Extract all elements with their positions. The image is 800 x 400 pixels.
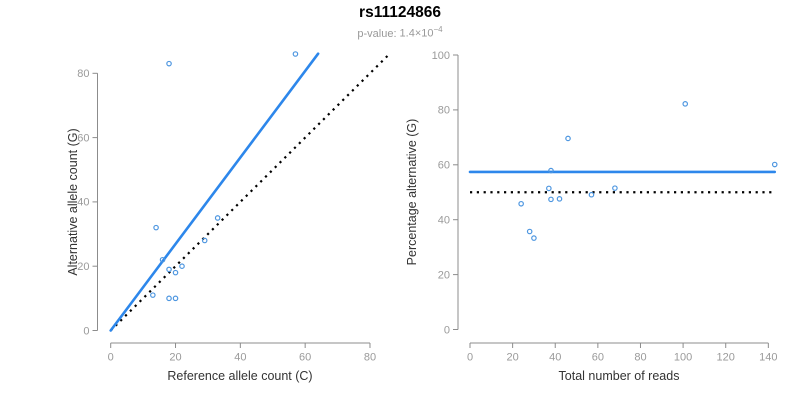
identity-line [109,53,391,332]
x-axis-tick-label: 120 [717,352,735,364]
y-axis-tick-label: 20 [438,269,450,281]
data-point [201,237,208,244]
data-point [526,228,533,235]
y-axis-label-left: Alternative allele count (G) [66,128,80,276]
y-axis-tick-label: 20 [77,261,89,273]
scatter-panel-right: 0 20 40 60 80 100 0 20 40 60 80 100 120 140 [432,50,778,364]
data-point [565,135,571,142]
x-axis-tick-label: 40 [234,352,246,364]
y-axis-tick-label: 40 [438,215,450,227]
data-point [150,292,156,298]
data-point [172,295,179,302]
fit-line [109,52,320,332]
y-axis-tick-label: 80 [77,68,89,80]
data-point [556,196,563,202]
x-axis-label-left: Reference allele count (C) [167,369,313,383]
x-axis-tick-label: 140 [759,352,777,364]
data-point [166,266,172,273]
data-point [292,51,299,57]
x-axis-tick-label: 20 [506,352,518,364]
y-axis-tick-label: 0 [444,324,450,336]
x-axis-label-right: Total number of reads [558,369,680,383]
data-point [166,60,172,67]
y-axis-tick-label: 60 [438,160,450,172]
y-axis-tick-label: 40 [77,197,89,209]
data-point [518,200,524,207]
data-point [159,256,166,263]
data-point [531,235,537,241]
y-axis-tick-label: 0 [83,325,89,337]
figure-title: rs11124866 [359,4,441,21]
scatter-panel-left: 0 20 40 60 80 0 20 40 60 80 [77,51,391,364]
x-axis-tick-label: 100 [674,352,692,364]
y-axis-tick-label: 80 [438,105,450,117]
y-axis-tick-label: 60 [77,132,89,144]
p-value-base: 1.4×10 [399,27,434,40]
x-axis-tick-label: 60 [299,352,311,364]
data-point [548,167,554,174]
figure-subtitle: p-value: 1.4×10−4 [0,25,800,40]
data-point [214,215,221,221]
y-axis-label-right: Percentage alternative (G) [405,118,419,266]
data-point [546,185,552,192]
x-axis-tick-label: 80 [364,352,376,364]
data-point [166,295,172,302]
data-point [179,263,185,270]
p-value-exponent: −4 [433,25,443,34]
p-value-label: p-value: [357,27,397,40]
data-point [548,196,554,203]
x-axis-tick-label: 40 [549,352,561,364]
x-axis-tick-label: 60 [592,352,604,364]
x-axis-tick-label: 80 [634,352,646,364]
x-axis-tick-label: 0 [108,352,114,364]
data-point [153,224,159,231]
y-axis-tick-label: 100 [432,50,450,62]
data-point [172,269,179,276]
data-point [612,185,618,191]
data-point [771,161,778,168]
data-point [682,101,689,107]
x-axis-tick-label: 20 [169,352,181,364]
x-axis-tick-label: 0 [467,352,473,364]
data-point [588,191,595,198]
